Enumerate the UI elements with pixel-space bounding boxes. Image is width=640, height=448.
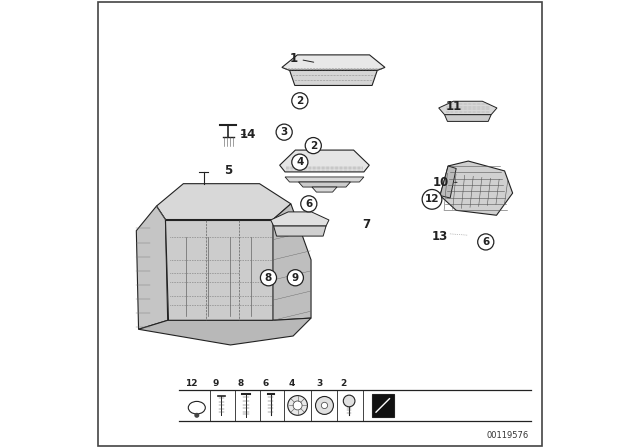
Text: 8: 8	[265, 273, 272, 283]
Polygon shape	[439, 101, 497, 115]
Polygon shape	[139, 318, 311, 345]
Text: 13: 13	[432, 230, 448, 243]
Text: 9: 9	[292, 273, 299, 283]
Text: 1: 1	[289, 52, 314, 65]
Polygon shape	[312, 187, 337, 192]
Text: 10: 10	[433, 176, 457, 189]
Circle shape	[321, 402, 328, 409]
Text: 4: 4	[296, 157, 303, 167]
Text: 11: 11	[445, 100, 461, 113]
Text: 2: 2	[340, 379, 347, 388]
Text: 5: 5	[223, 164, 232, 177]
Polygon shape	[157, 184, 291, 220]
Text: 8: 8	[237, 379, 244, 388]
Text: 14: 14	[240, 128, 257, 141]
Polygon shape	[271, 212, 329, 226]
Polygon shape	[285, 177, 364, 182]
Circle shape	[288, 396, 307, 415]
Circle shape	[316, 396, 333, 414]
Polygon shape	[445, 115, 491, 121]
Circle shape	[195, 414, 198, 417]
Ellipse shape	[188, 401, 205, 414]
Text: 00119576: 00119576	[486, 431, 529, 440]
Text: 7: 7	[362, 217, 370, 231]
Circle shape	[343, 395, 355, 407]
Circle shape	[477, 234, 494, 250]
Circle shape	[292, 93, 308, 109]
Polygon shape	[282, 55, 385, 70]
Text: 9: 9	[213, 379, 220, 388]
Circle shape	[301, 196, 317, 212]
Text: 12: 12	[425, 194, 439, 204]
Polygon shape	[136, 206, 168, 329]
Polygon shape	[290, 70, 377, 86]
Circle shape	[293, 401, 302, 410]
Circle shape	[292, 154, 308, 170]
Text: 3: 3	[280, 127, 288, 137]
Polygon shape	[298, 182, 351, 187]
Circle shape	[276, 124, 292, 140]
Text: 6: 6	[482, 237, 490, 247]
Text: 4: 4	[289, 379, 296, 388]
Polygon shape	[165, 220, 273, 320]
Circle shape	[422, 190, 442, 209]
Text: 2: 2	[310, 141, 317, 151]
Text: 12: 12	[185, 379, 198, 388]
Text: 6: 6	[305, 199, 312, 209]
Polygon shape	[440, 161, 513, 215]
Circle shape	[260, 270, 276, 286]
Circle shape	[287, 270, 303, 286]
Polygon shape	[280, 150, 369, 172]
Polygon shape	[440, 166, 456, 198]
Text: 6: 6	[262, 379, 268, 388]
FancyBboxPatch shape	[371, 394, 394, 417]
Circle shape	[305, 138, 321, 154]
Polygon shape	[274, 226, 326, 236]
Polygon shape	[273, 204, 311, 320]
Text: 3: 3	[316, 379, 322, 388]
Text: 2: 2	[296, 96, 303, 106]
